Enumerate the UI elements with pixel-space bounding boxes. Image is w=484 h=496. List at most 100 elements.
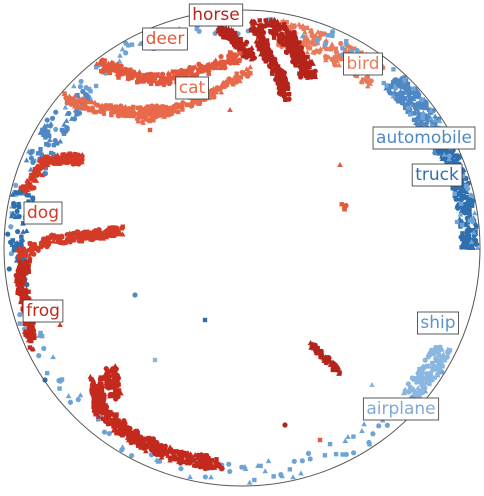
data-point [123, 50, 129, 56]
data-point [96, 402, 101, 408]
data-point [250, 25, 257, 31]
data-point [259, 34, 265, 40]
class-label-box [175, 76, 209, 100]
data-point [157, 458, 163, 464]
data-point [208, 464, 214, 470]
data-point [304, 49, 311, 55]
data-point [472, 238, 478, 243]
data-point [348, 48, 354, 54]
data-point [458, 204, 463, 209]
data-point [119, 231, 126, 237]
data-point [10, 210, 16, 216]
data-point [17, 321, 22, 326]
data-point [111, 67, 117, 72]
data-point [209, 458, 215, 463]
data-point [304, 25, 309, 31]
data-point [226, 53, 232, 59]
data-point [282, 422, 288, 428]
data-point [105, 385, 112, 391]
data-point [89, 381, 95, 387]
data-point [427, 352, 432, 358]
data-point [351, 434, 356, 439]
data-point [427, 115, 434, 121]
data-point [198, 64, 203, 69]
data-point [98, 106, 104, 111]
data-point [135, 105, 140, 111]
data-point [292, 51, 298, 56]
data-point [260, 51, 266, 56]
data-point [160, 104, 165, 110]
data-point [443, 147, 450, 153]
data-point [173, 449, 179, 455]
data-point [291, 30, 297, 35]
data-point [33, 168, 40, 174]
class-label-box [372, 126, 476, 150]
data-point [43, 135, 48, 140]
data-point [124, 434, 131, 440]
data-point [15, 286, 22, 292]
data-point [436, 118, 443, 124]
data-point [287, 45, 292, 50]
data-point [120, 224, 125, 229]
data-point [17, 311, 23, 318]
data-point [29, 326, 36, 332]
data-point [166, 76, 172, 82]
data-point [384, 422, 390, 428]
data-point [106, 106, 112, 111]
data-point [193, 463, 199, 469]
data-point [107, 391, 113, 397]
data-point [77, 392, 84, 398]
data-point [107, 381, 113, 386]
data-point [271, 61, 278, 67]
data-point [427, 107, 434, 113]
data-point [303, 34, 308, 40]
data-point [101, 393, 107, 399]
data-point [30, 148, 35, 154]
data-point [94, 65, 99, 70]
data-point [64, 98, 70, 104]
data-point [234, 71, 239, 76]
data-point [256, 46, 262, 52]
data-point [91, 109, 98, 115]
data-point [14, 241, 19, 246]
data-point [196, 453, 202, 458]
data-point [82, 236, 88, 241]
data-point [39, 152, 44, 158]
data-point [100, 397, 107, 403]
data-point [42, 236, 48, 242]
data-point [450, 186, 455, 191]
data-point [299, 33, 306, 39]
data-point [78, 160, 83, 165]
data-point [88, 89, 93, 94]
data-point [327, 441, 333, 447]
data-point [269, 54, 275, 60]
data-point [279, 473, 285, 479]
data-point [116, 104, 122, 110]
data-point [27, 253, 33, 259]
data-point [103, 371, 110, 377]
data-point [172, 76, 178, 81]
data-point [15, 282, 20, 287]
data-point [283, 28, 290, 34]
data-point [23, 286, 30, 292]
data-point [305, 64, 311, 70]
data-point [57, 386, 62, 391]
class-label-text: deer [146, 29, 185, 49]
data-point [110, 427, 117, 433]
class-label-cat: cat [175, 76, 209, 100]
data-point [329, 360, 334, 365]
data-point [407, 98, 414, 104]
data-point [262, 468, 269, 474]
data-point [148, 111, 154, 117]
data-point [9, 191, 16, 197]
data-point [177, 451, 184, 457]
data-point [177, 71, 182, 77]
data-point [322, 41, 328, 47]
data-point [30, 172, 37, 178]
data-point [433, 348, 439, 353]
data-point [74, 233, 79, 238]
data-point [190, 65, 196, 71]
data-point [116, 66, 121, 72]
data-point [19, 234, 24, 239]
data-point [15, 289, 22, 295]
